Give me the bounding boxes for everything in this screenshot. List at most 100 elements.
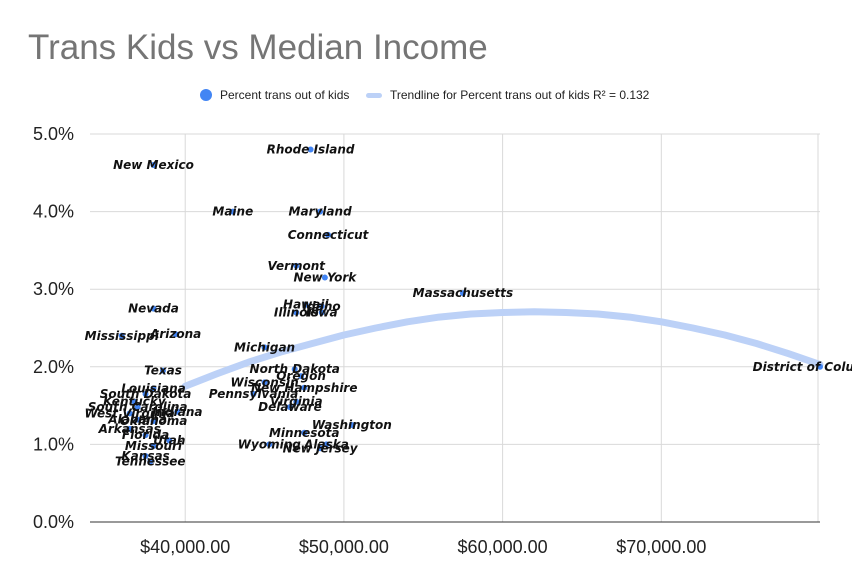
data-point — [323, 441, 330, 448]
data-point — [293, 262, 300, 269]
y-tick-label: 4.0% — [33, 202, 74, 222]
point-label: Arkansas — [98, 422, 161, 436]
data-point — [302, 301, 309, 308]
point-label: Indiana — [152, 405, 202, 419]
legend-line-icon — [366, 92, 382, 98]
data-point — [286, 404, 293, 411]
point-label: Washington — [312, 418, 392, 432]
data-point — [293, 309, 300, 316]
data-point — [134, 404, 141, 411]
data-point — [142, 390, 149, 397]
point-label: Illinois — [274, 305, 319, 319]
data-point — [301, 384, 308, 391]
point-label: Maryland — [289, 205, 353, 219]
data-point — [150, 305, 157, 312]
point-label: Oklahoma — [120, 414, 188, 428]
point-label: Oregon — [276, 369, 326, 383]
data-point — [266, 441, 273, 448]
point-label: Texas — [144, 364, 182, 378]
data-point — [318, 309, 325, 316]
data-point — [150, 162, 157, 169]
point-label: Pennsylvania — [209, 387, 298, 401]
data-point — [317, 208, 324, 215]
data-point — [160, 367, 166, 374]
point-label: District of Columbia — [753, 360, 852, 374]
point-label: Tennessee — [115, 454, 186, 468]
data-point — [317, 445, 324, 452]
data-points — [118, 146, 823, 465]
point-label: Arizona — [149, 327, 201, 341]
point-label: Massachusetts — [413, 286, 514, 300]
point-label: Wisconsin — [230, 375, 298, 389]
point-labels: Rhode Island New Mexico Maine Maryland Conne… — [85, 143, 852, 469]
y-tick-label: 3.0% — [33, 279, 74, 299]
data-point — [261, 379, 268, 386]
point-label: Florida — [122, 428, 169, 442]
trendline-layer — [181, 308, 824, 390]
data-point — [147, 458, 154, 465]
data-point — [348, 422, 355, 428]
point-label: Wyoming — [238, 437, 301, 451]
point-label: West Virginia — [85, 406, 175, 420]
data-point — [172, 331, 179, 338]
data-point — [817, 363, 823, 370]
chart-title: Trans Kids vs Median Income — [28, 28, 488, 67]
data-point — [229, 208, 236, 215]
data-point — [307, 146, 314, 153]
legend-item-trendline[interactable]: Trendline for Percent trans out of kids … — [366, 88, 649, 102]
grid-lines — [90, 133, 820, 522]
data-point — [150, 442, 157, 449]
x-tick-label: $70,000.00 — [616, 537, 706, 557]
point-label: South Carolina — [88, 400, 188, 414]
point-label: New Mexico — [113, 158, 194, 172]
point-label: New Jersey — [283, 441, 359, 455]
legend-label-trendline: Trendline for Percent trans out of kids … — [390, 88, 650, 102]
axis: 0.0% 1.0% 2.0% 3.0% 4.0% 5.0% $40,000.00 $50,00… — [33, 124, 820, 557]
x-tick-label: $40,000.00 — [140, 537, 230, 557]
legend-dot-icon — [200, 89, 212, 101]
data-point — [298, 373, 305, 380]
data-point — [126, 425, 133, 432]
point-label: Vermont — [268, 259, 327, 273]
legend-label-points: Percent trans out of kids — [220, 88, 350, 102]
point-label: Missouri — [125, 439, 183, 453]
chart-legend: Percent trans out of kids Trendline for … — [0, 88, 852, 108]
x-tick-label: $60,000.00 — [458, 537, 548, 557]
data-point — [301, 429, 308, 436]
y-tick-label: 5.0% — [33, 124, 74, 144]
point-label: Hawaii — [283, 298, 329, 312]
y-tick-label: 2.0% — [33, 357, 74, 377]
data-point — [142, 432, 149, 439]
point-label: Delaware — [258, 400, 322, 414]
point-label: Minnesota — [269, 426, 340, 440]
data-point — [150, 385, 157, 392]
x-tick-label: $50,000.00 — [299, 537, 389, 557]
trendline-path — [181, 308, 824, 390]
legend-item-points[interactable]: Percent trans out of kids — [200, 88, 349, 102]
point-label: Utah — [153, 434, 185, 448]
point-label: Kansas — [121, 449, 169, 463]
point-label: Louisiana — [121, 382, 186, 396]
point-label: Virginia — [270, 395, 323, 409]
point-label: Iowa — [306, 305, 338, 319]
point-label: Idaho — [303, 299, 341, 313]
point-label: Mississippi — [85, 329, 160, 343]
data-point — [150, 418, 157, 425]
point-label: Connecticut — [288, 228, 370, 242]
data-point — [126, 410, 133, 417]
data-point — [142, 453, 149, 460]
data-point — [134, 416, 141, 423]
point-label: Alaska — [303, 437, 349, 451]
point-label: South Dakota — [100, 387, 192, 401]
data-point — [321, 274, 328, 281]
point-label: New Hampshire — [251, 381, 358, 395]
data-point — [318, 303, 325, 310]
y-tick-label: 0.0% — [33, 512, 74, 532]
data-point — [459, 290, 466, 297]
point-label: Kentucky — [103, 395, 167, 409]
point-label: Rhode Island — [267, 143, 355, 157]
data-point — [131, 398, 138, 405]
y-tick-label: 1.0% — [33, 434, 74, 454]
data-point — [250, 390, 257, 397]
